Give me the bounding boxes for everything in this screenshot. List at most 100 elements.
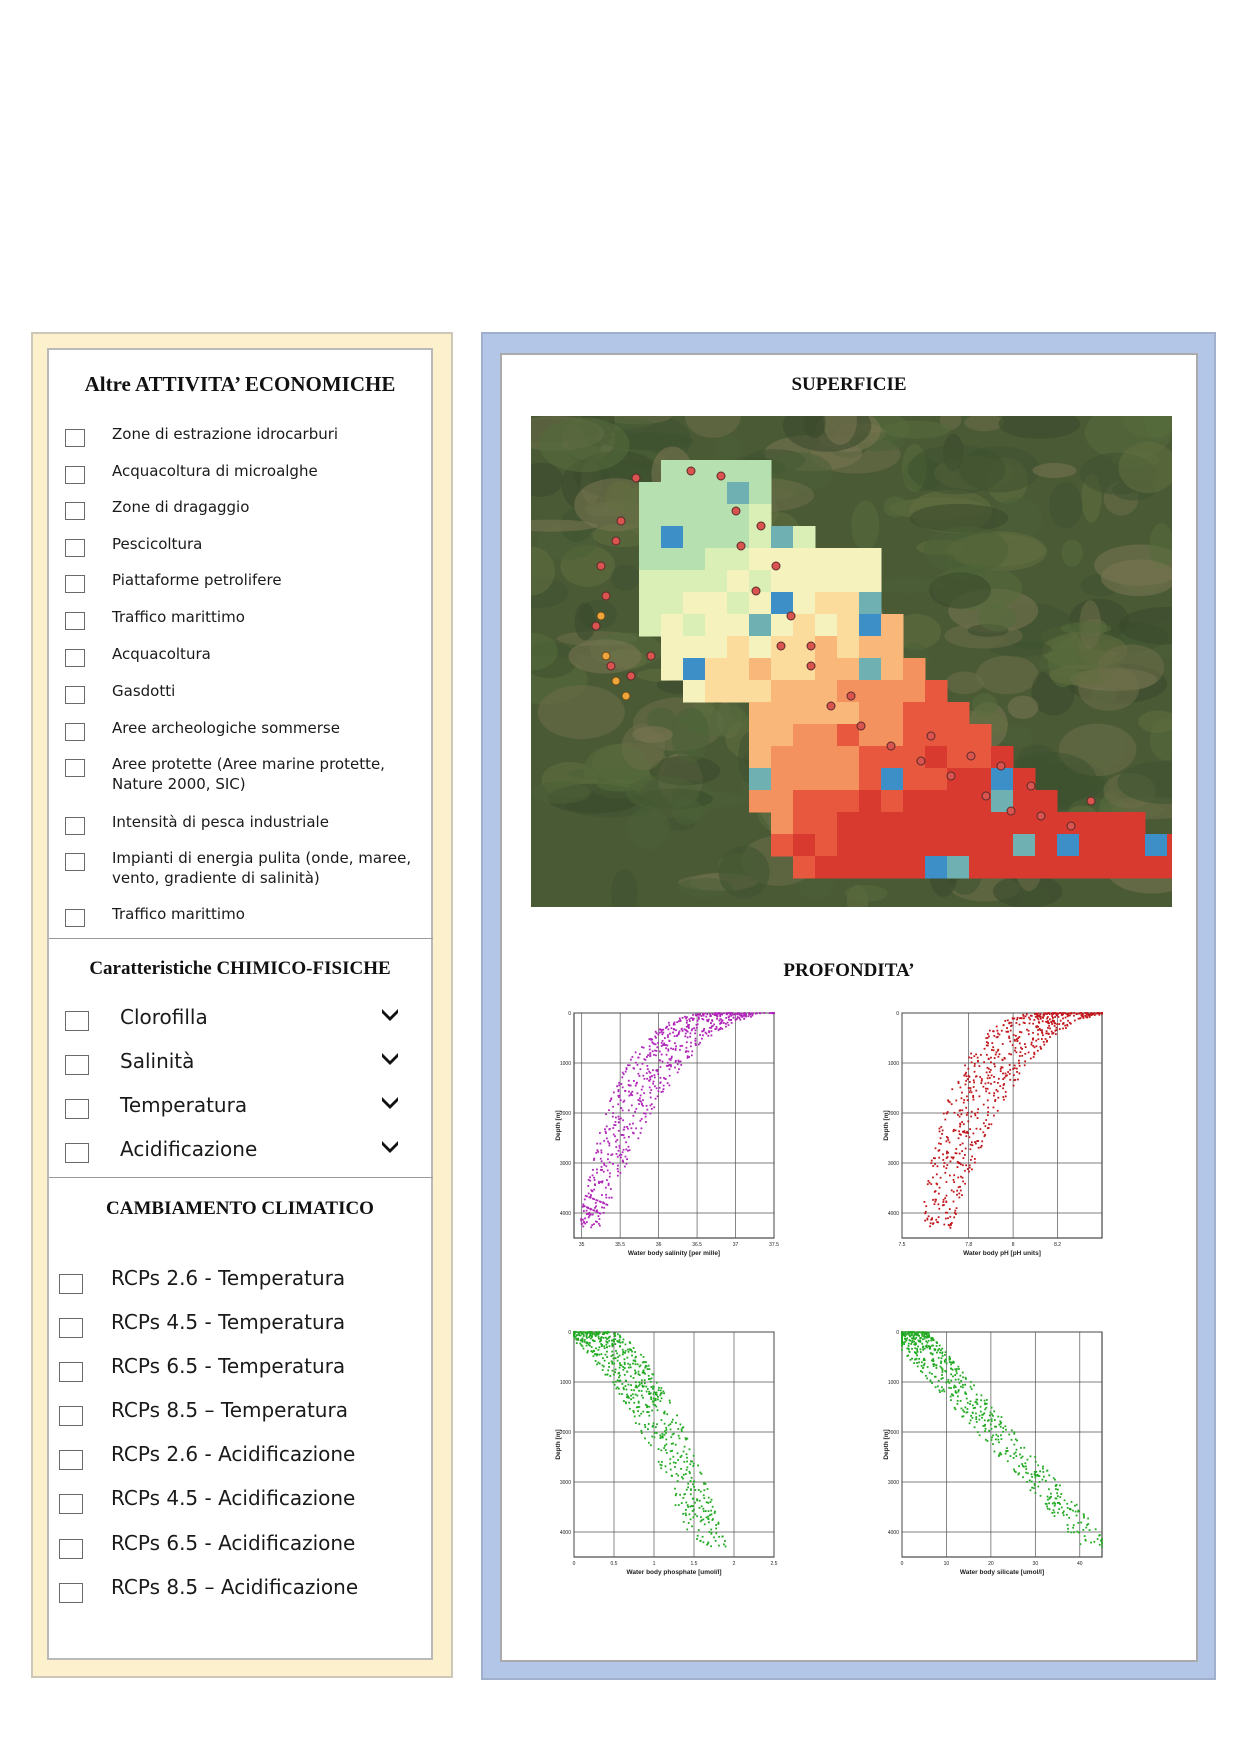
activity-checkbox[interactable] (65, 909, 85, 927)
y-axis-label: Depth [m] (555, 1429, 562, 1459)
data-point (660, 1091, 663, 1093)
activity-checkbox[interactable] (65, 612, 85, 630)
activity-label[interactable]: Acquacoltura (112, 645, 211, 663)
climate-checkbox[interactable] (59, 1583, 83, 1603)
data-point (928, 1334, 930, 1336)
data-point (1085, 1014, 1088, 1016)
activity-checkbox[interactable] (65, 502, 85, 520)
data-point (962, 1180, 965, 1183)
data-point (1039, 1045, 1042, 1048)
data-point (665, 1443, 668, 1446)
chevron-down-icon[interactable] (380, 1006, 400, 1022)
activity-label[interactable]: Zone di estrazione idrocarburi (112, 425, 339, 443)
activity-checkbox[interactable] (65, 539, 85, 557)
data-point (1017, 1037, 1020, 1040)
activity-label-line2[interactable]: vento, gradiente di salinità) (112, 869, 320, 887)
activity-checkbox[interactable] (65, 649, 85, 667)
chevron-down-icon[interactable] (380, 1138, 400, 1154)
y-axis-label: Depth [m] (883, 1429, 890, 1459)
climate-checkbox[interactable] (59, 1362, 83, 1382)
chemphys-checkbox[interactable] (65, 1143, 89, 1163)
climate-label[interactable]: RCPs 6.5 - Temperatura (111, 1354, 346, 1378)
data-point (937, 1192, 940, 1195)
climate-checkbox[interactable] (59, 1318, 83, 1338)
activity-checkbox[interactable] (65, 429, 85, 447)
chemphys-checkbox[interactable] (65, 1011, 89, 1031)
climate-label[interactable]: RCPs 4.5 - Acidificazione (111, 1486, 356, 1510)
data-point (650, 1075, 653, 1077)
chemphys-checkbox[interactable] (65, 1055, 89, 1075)
climate-label[interactable]: RCPs 8.5 – Acidificazione (111, 1575, 359, 1599)
data-point (674, 1059, 677, 1062)
activity-checkbox[interactable] (65, 759, 85, 777)
data-point (634, 1386, 637, 1389)
activity-label[interactable]: Aree protette (Aree marine protette, (112, 755, 385, 773)
data-point (956, 1160, 959, 1163)
climate-checkbox[interactable] (59, 1274, 83, 1294)
activity-label[interactable]: Gasdotti (112, 682, 176, 700)
activity-label[interactable]: Intensità di pesca industriale (112, 813, 329, 831)
data-point (985, 1041, 988, 1043)
activity-checkbox[interactable] (65, 575, 85, 593)
data-point (675, 1045, 678, 1048)
activity-label[interactable]: Acquacoltura di microalghe (112, 462, 318, 480)
data-point (645, 1072, 648, 1075)
data-point (959, 1086, 962, 1089)
data-point (934, 1157, 936, 1160)
data-point (674, 1443, 677, 1446)
chemphys-checkbox[interactable] (65, 1099, 89, 1119)
data-point (901, 1337, 903, 1340)
activity-label[interactable]: Zone di dragaggio (112, 498, 250, 516)
data-point (605, 1193, 608, 1196)
data-point (1054, 1478, 1056, 1481)
sea-grid-cell (1123, 812, 1146, 835)
activity-label[interactable]: Pescicoltura (112, 535, 203, 553)
climate-label[interactable]: RCPs 6.5 - Acidificazione (111, 1531, 356, 1555)
data-point (959, 1185, 961, 1188)
activity-label[interactable]: Piattaforme petrolifere (112, 571, 282, 589)
activity-checkbox[interactable] (65, 817, 85, 835)
sea-grid-cell (925, 746, 948, 769)
activity-label[interactable]: Impianti di energia pulita (onde, maree, (112, 849, 412, 867)
data-point (612, 1105, 615, 1108)
chevron-down-icon[interactable] (380, 1050, 400, 1066)
data-point (648, 1079, 651, 1082)
climate-checkbox[interactable] (59, 1494, 83, 1514)
climate-label[interactable]: RCPs 8.5 – Temperatura (111, 1398, 348, 1422)
climate-checkbox[interactable] (59, 1406, 83, 1426)
data-point (918, 1357, 921, 1360)
chevron-down-icon[interactable] (380, 1094, 400, 1110)
chemphys-label[interactable]: Temperatura (120, 1093, 248, 1117)
chemphys-label[interactable]: Acidificazione (120, 1137, 258, 1161)
data-point (610, 1098, 613, 1101)
data-point (722, 1021, 725, 1024)
climate-label[interactable]: RCPs 2.6 - Acidificazione (111, 1442, 356, 1466)
climate-label[interactable]: RCPs 2.6 - Temperatura (111, 1266, 346, 1290)
sea-grid-cell (1079, 856, 1102, 879)
data-point (643, 1361, 645, 1363)
activity-checkbox[interactable] (65, 723, 85, 741)
x-tick-label: 7.5 (899, 1242, 906, 1248)
data-point (710, 1513, 713, 1516)
data-point (686, 1460, 688, 1463)
activity-checkbox[interactable] (65, 686, 85, 704)
data-point (990, 1061, 992, 1064)
data-point (658, 1386, 660, 1389)
data-point (951, 1362, 954, 1364)
data-point (638, 1423, 641, 1425)
chemphys-label[interactable]: Clorofilla (120, 1005, 208, 1029)
chemphys-label[interactable]: Salinità (120, 1049, 195, 1073)
activity-checkbox[interactable] (65, 466, 85, 484)
activity-label[interactable]: Traffico marittimo (112, 608, 245, 626)
activity-checkbox[interactable] (65, 853, 85, 871)
data-point (985, 1071, 988, 1074)
climate-checkbox[interactable] (59, 1539, 83, 1559)
activity-label[interactable]: Traffico marittimo (112, 905, 245, 923)
data-point (610, 1097, 613, 1100)
terrain-patch (718, 845, 770, 899)
climate-checkbox[interactable] (59, 1450, 83, 1470)
data-point (954, 1374, 957, 1376)
climate-label[interactable]: RCPs 4.5 - Temperatura (111, 1310, 346, 1334)
activity-label-line2[interactable]: Nature 2000, SIC) (112, 775, 246, 793)
activity-label[interactable]: Aree archeologiche sommerse (112, 719, 340, 737)
